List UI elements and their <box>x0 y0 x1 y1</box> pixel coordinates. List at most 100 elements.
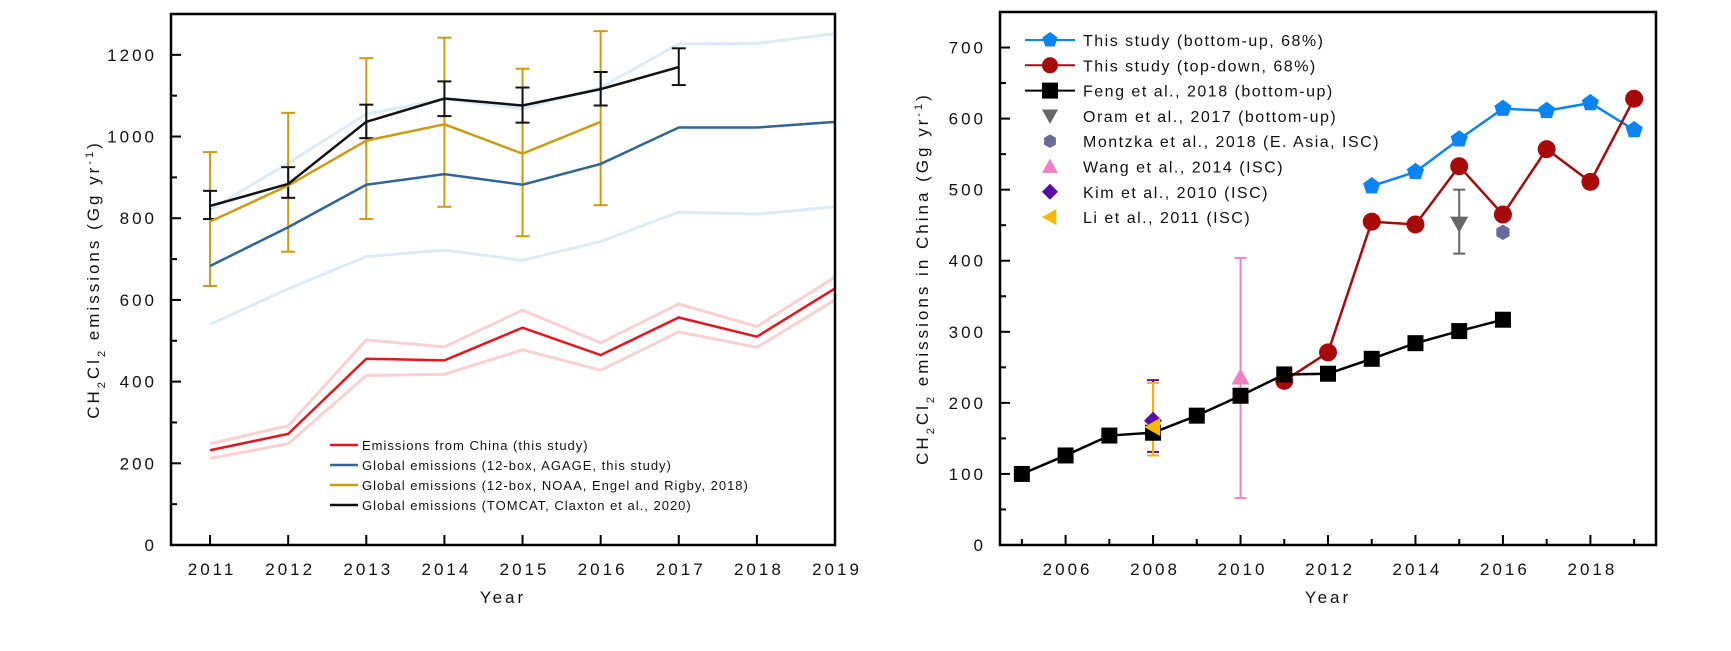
left-x-axis-title: Year <box>480 588 526 607</box>
right-series-2-point <box>1363 350 1380 367</box>
right-series-5-point <box>1231 368 1250 385</box>
right-series-2-point <box>1451 323 1468 340</box>
right-series-2-line <box>1021 318 1504 476</box>
right-y-tick-label: 0 <box>974 536 986 555</box>
left-y-tick-label: 400 <box>120 373 157 392</box>
right-series-0-point <box>1406 162 1425 180</box>
right-legend-label: This study (bottom-up, 68%) <box>1083 33 1324 50</box>
right-y-tick-label: 500 <box>949 181 986 200</box>
left-y-axis-title-part: ) <box>84 140 103 149</box>
right-y-tick-label: 300 <box>949 323 986 342</box>
right-legend-label: Kim et al., 2010 (ISC) <box>1083 185 1269 202</box>
right-y-axis-title-part: -1 <box>913 101 925 117</box>
right-series-1-point <box>1450 157 1469 176</box>
right-legend-marker-triangle-up <box>1042 158 1058 173</box>
right-legend-label: Wang et al., 2014 (ISC) <box>1083 160 1284 177</box>
right-x-tick-label: 2016 <box>1480 560 1530 579</box>
right-series-2-point <box>1407 335 1424 352</box>
right-x-tick-label: 2010 <box>1218 560 1268 579</box>
right-legend-marker-triangle-left <box>1042 209 1057 226</box>
right-x-tick-label: 2006 <box>1043 560 1093 579</box>
left-plot-frame <box>169 12 837 547</box>
right-y-axis-title-part: 2 <box>925 394 937 403</box>
right-legend-label: Li et al., 2011 (ISC) <box>1083 210 1251 227</box>
left-x-tick-label: 2019 <box>812 560 862 579</box>
left-y-tick-label: 1200 <box>107 46 157 65</box>
right-x-tick-label: 2012 <box>1305 560 1355 579</box>
right-y-axis-title-part: emissions in China (Gg yr <box>913 117 932 394</box>
left-y-tick-label: 600 <box>120 291 157 310</box>
left-series-1-line <box>209 120 836 268</box>
right-series-1-point <box>1493 205 1512 224</box>
right-series-2-point <box>1188 407 1205 424</box>
right-x-tick-label: 2014 <box>1393 560 1443 579</box>
right-series-0-point <box>1363 177 1381 194</box>
left-x-tick-label: 2017 <box>656 560 706 579</box>
right-series-0-point <box>1494 99 1512 116</box>
left-y-axis-title-part: 2 <box>96 379 108 388</box>
right-series-1-point <box>1362 212 1381 231</box>
left-legend-label: Emissions from China (this study) <box>362 438 589 453</box>
right-chart: 0 100 200 300 400 500 600 700 2006 2008 2010 2012 20… <box>913 10 1658 607</box>
left-x-tick-label: 2011 <box>188 560 237 579</box>
right-legend-marker-pentagon <box>1042 32 1058 47</box>
left-y-tick-label: 1000 <box>107 128 157 147</box>
right-y-axis-title-part: CH <box>913 434 932 465</box>
left-x-tick-label: 2018 <box>734 560 784 579</box>
right-series-2-point <box>1276 366 1293 383</box>
left-y-axis-title-part: 2 <box>96 348 108 357</box>
right-series-2-point <box>1232 387 1249 404</box>
right-legend-marker-hexagon <box>1044 134 1056 148</box>
right-legend-marker-diamond <box>1042 183 1058 200</box>
right-legend-label: Feng et al., 2018 (bottom-up) <box>1083 84 1334 101</box>
left-x-tick-label: 2015 <box>500 560 550 579</box>
right-series-1-point <box>1581 172 1600 191</box>
right-series-4-point <box>1496 224 1510 240</box>
right-x-tick-label: 2018 <box>1567 560 1617 579</box>
right-series-2-point <box>1101 427 1118 444</box>
left-series-2-line <box>209 120 602 223</box>
right-series-1-point <box>1537 140 1556 159</box>
right-series-0-point <box>1625 120 1643 138</box>
left-x-tick-label: 2014 <box>421 560 471 579</box>
left-y-axis-title-part: Cl <box>84 357 103 379</box>
right-y-tick-label: 600 <box>949 110 986 129</box>
right-y-axis-title-part: ) <box>913 92 932 101</box>
right-x-tick-label: 2008 <box>1130 560 1180 579</box>
right-series-2-point <box>1494 311 1511 328</box>
right-series-1-point <box>1319 343 1337 362</box>
left-y-axis-title-part: CH <box>84 388 103 419</box>
left-legend-label: Global emissions (12-box, NOAA, Engel an… <box>362 478 749 493</box>
left-series-0-upper-bound <box>209 275 836 446</box>
right-legend-marker-circle <box>1042 57 1058 74</box>
left-series-1-lower-bound <box>209 205 836 326</box>
right-series-7-point <box>1144 418 1161 437</box>
right-series-1-point <box>1625 89 1644 108</box>
right-series-3-point <box>1450 216 1469 233</box>
left-y-axis-title-part: -1 <box>84 149 96 165</box>
left-y-tick-label: 800 <box>120 209 157 228</box>
left-x-tick-label: 2012 <box>265 560 315 579</box>
right-y-axis-title-part: 2 <box>925 425 937 434</box>
left-chart: 0 200 400 600 800 1000 1200 2011 2012 2013 2014 201… <box>84 12 862 607</box>
left-y-tick-label: 200 <box>120 454 157 473</box>
right-series-2-point <box>1057 447 1074 464</box>
right-series-0-point <box>1581 93 1599 111</box>
left-x-tick-label: 2013 <box>343 560 393 579</box>
right-y-tick-label: 700 <box>949 39 986 58</box>
left-series-0-lower-bound <box>209 298 836 460</box>
right-series-0-point <box>1450 130 1468 147</box>
right-legend-label: This study (top-down, 68%) <box>1083 58 1317 75</box>
right-legend-marker-triangle-down <box>1042 109 1058 124</box>
left-series-0-line <box>209 287 836 452</box>
right-y-axis-title-part: Cl <box>913 403 932 425</box>
left-y-tick-label: 0 <box>145 536 157 555</box>
left-series-3-line <box>209 65 680 208</box>
right-legend-label: Montzka et al., 2018 (E. Asia, ISC) <box>1083 134 1380 151</box>
left-y-axis-title: CH2Cl2 emissions (Gg yr-1) <box>84 140 108 419</box>
right-series-0-point <box>1538 101 1556 119</box>
right-y-axis-title: CH2Cl2 emissions in China (Gg yr-1) <box>913 92 937 465</box>
right-x-axis-title: Year <box>1305 588 1351 607</box>
left-y-axis-title-part: emissions (Gg yr <box>84 165 103 348</box>
